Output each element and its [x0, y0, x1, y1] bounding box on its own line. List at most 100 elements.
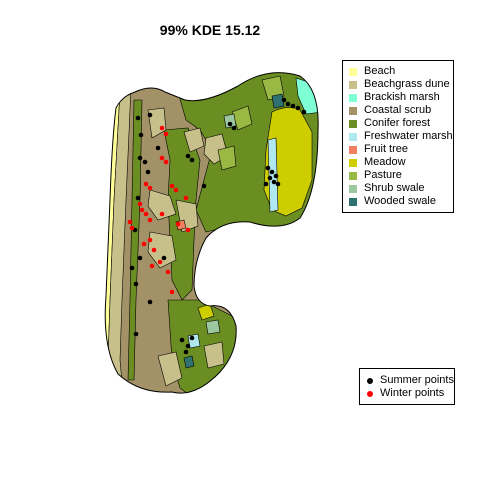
legend-item-winter-points: Winter points [366, 387, 454, 400]
legend-swatch [349, 145, 357, 154]
winter-point [143, 211, 149, 217]
summer-point [135, 195, 141, 201]
summer-point [231, 125, 237, 131]
dune-patch-1 [147, 107, 167, 139]
winter-point [143, 181, 149, 187]
summer-point [179, 337, 185, 343]
pasture-patch-3 [217, 145, 237, 171]
winter-point [147, 185, 153, 191]
summer-point [189, 335, 195, 341]
habitat-legend: Beach Beachgrass dune Brackish marsh Coa… [342, 60, 454, 213]
legend-label: Shrub swale [364, 182, 425, 194]
legend-label: Freshwater marsh [364, 130, 453, 142]
legend-dot [367, 390, 373, 397]
legend-swatch [349, 106, 357, 115]
winter-point [147, 217, 153, 223]
legend-label: Wooded swale [364, 195, 436, 207]
summer-point [273, 173, 279, 179]
summer-point [281, 97, 287, 103]
summer-point [285, 101, 291, 107]
summer-point [137, 155, 143, 161]
winter-points-layer [127, 125, 191, 295]
summer-point [135, 115, 141, 121]
legend-item-coastal-scrub: Coastal scrub [349, 104, 453, 117]
winter-point [129, 225, 135, 231]
summer-point [147, 112, 153, 118]
summer-point [269, 169, 275, 175]
habitat-layer [105, 72, 319, 394]
legend-swatch [349, 197, 357, 206]
winter-point [157, 259, 163, 265]
dune-patch-6 [203, 341, 225, 369]
wooded-swale-2 [183, 355, 195, 369]
summer-point [142, 159, 148, 165]
summer-point [137, 255, 143, 261]
legend-label: Coastal scrub [364, 104, 432, 116]
winter-point [173, 187, 179, 193]
legend-swatch [349, 119, 357, 128]
winter-point [141, 241, 147, 247]
summer-point [138, 132, 144, 138]
pasture-patch-1 [231, 105, 253, 131]
legend-item-pasture: Pasture [349, 169, 453, 182]
winter-point [185, 227, 191, 233]
summer-point [201, 183, 207, 189]
summer-point [183, 349, 189, 355]
winter-point [175, 221, 181, 227]
winter-point [127, 219, 133, 225]
summer-point [155, 145, 161, 151]
points-legend: Summer points Winter points [359, 368, 455, 405]
winter-point [165, 269, 171, 275]
legend-label: Summer points [380, 374, 454, 386]
summer-point [185, 343, 191, 349]
legend-item-conifer-forest: Conifer forest [349, 117, 453, 130]
shrub-swale-1 [223, 113, 237, 129]
legend-swatch [349, 158, 357, 167]
summer-point [271, 179, 277, 185]
legend-item-meadow: Meadow [349, 156, 453, 169]
legend-swatch [349, 80, 357, 89]
legend-item-freshwater-marsh: Freshwater marsh [349, 130, 453, 143]
dune-patch-3 [147, 231, 177, 269]
legend-item-beachgrass-dune: Beachgrass dune [349, 78, 453, 91]
summer-point [161, 255, 167, 261]
summer-points-layer [129, 97, 307, 355]
summer-point [275, 181, 281, 187]
winter-point [169, 183, 175, 189]
legend-label: Winter points [380, 387, 445, 399]
winter-point [159, 211, 165, 217]
legend-label: Beach [364, 65, 396, 77]
winter-point [159, 155, 165, 161]
freshwater-marsh-strip [267, 137, 279, 213]
summer-point [267, 175, 273, 181]
winter-point [159, 125, 165, 131]
legend-swatch [349, 93, 357, 102]
beachgrass-dune-strip [107, 72, 133, 394]
legend-swatch [349, 184, 357, 193]
winter-point [139, 207, 145, 213]
map-title: 99% KDE 15.12 [159, 22, 261, 38]
shrub-swale-2 [205, 319, 221, 335]
dune-patch-2 [147, 189, 177, 221]
winter-point [163, 131, 169, 137]
legend-item-brackish-marsh: Brackish marsh [349, 91, 453, 104]
summer-point [263, 181, 269, 187]
summer-point [265, 165, 271, 171]
summer-point [189, 157, 195, 163]
summer-point [147, 299, 153, 305]
legend-swatch [349, 132, 357, 141]
summer-point [133, 281, 139, 287]
legend-swatch [349, 67, 357, 76]
dune-patch-7 [183, 127, 205, 153]
legend-item-beach: Beach [349, 65, 453, 78]
legend-label: Beachgrass dune [364, 78, 450, 90]
summer-point [301, 109, 307, 115]
winter-point [149, 263, 155, 269]
kde-boundary [104, 72, 319, 394]
summer-point [295, 105, 301, 111]
summer-point [129, 265, 135, 271]
summer-point [227, 121, 233, 127]
legend-label: Fruit tree [364, 143, 409, 155]
summer-point [185, 153, 191, 159]
winter-point [147, 237, 153, 243]
